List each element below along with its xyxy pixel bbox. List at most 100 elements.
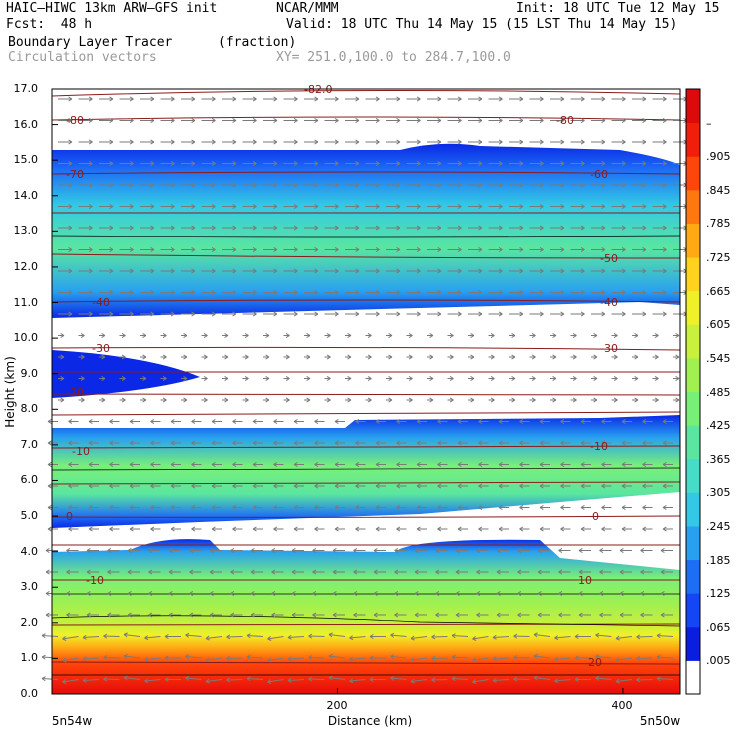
vector-arrow	[332, 548, 345, 553]
vector-arrow	[560, 462, 571, 467]
vector-arrow	[447, 118, 462, 123]
x-tick-200: 200	[326, 699, 348, 712]
vector-arrow	[263, 225, 278, 231]
vector-arrow	[427, 204, 442, 209]
vector-arrow	[396, 505, 407, 510]
vector-arrow	[427, 225, 442, 231]
vector-arrow	[451, 676, 469, 682]
vector-arrow	[47, 462, 58, 467]
vector-arrow	[375, 462, 386, 467]
vector-arrow	[447, 204, 462, 209]
vector-arrow	[242, 225, 257, 231]
vector-arrow	[201, 204, 216, 209]
colorbar-label: .365	[706, 452, 731, 466]
vector-arrow	[304, 139, 319, 145]
vector-arrow	[127, 548, 140, 553]
contour-label: -80	[556, 114, 574, 127]
vector-arrow	[652, 397, 659, 403]
vector-arrow	[591, 96, 606, 102]
vector-arrow	[211, 505, 222, 510]
vector-arrow	[457, 440, 468, 446]
vector-arrow	[662, 462, 673, 467]
vector-arrow	[519, 419, 530, 424]
vector-arrow	[78, 354, 85, 360]
vector-arrow	[129, 462, 140, 467]
vector-arrow	[201, 118, 216, 123]
vector-arrow	[509, 161, 524, 166]
vector-arrow	[416, 483, 427, 489]
vector-arrow	[451, 633, 469, 639]
vector-arrow	[99, 204, 114, 209]
vector-arrow	[324, 96, 339, 102]
vector-arrow	[129, 505, 140, 510]
colorbar-swatch	[686, 290, 700, 325]
colorbar-label: .725	[706, 251, 731, 265]
vector-arrow	[273, 440, 284, 446]
vector-arrow	[222, 333, 229, 338]
vector-arrow	[550, 118, 565, 123]
vector-arrow	[386, 354, 393, 360]
vector-arrow	[529, 204, 544, 209]
vector-arrow	[242, 96, 257, 102]
vector-arrow	[181, 161, 196, 166]
vector-arrow	[447, 311, 462, 317]
vector-arrow	[529, 376, 536, 381]
vector-arrow	[127, 612, 140, 618]
vector-arrow	[99, 397, 106, 403]
vector-arrow	[170, 526, 181, 532]
vector-arrow	[416, 505, 427, 510]
vector-arrow	[293, 526, 304, 532]
vector-arrow	[611, 376, 618, 381]
vector-arrow	[148, 612, 161, 618]
vector-arrow	[109, 462, 120, 467]
vector-arrow	[99, 139, 114, 145]
vector-arrow	[365, 376, 372, 381]
vector-arrow	[312, 591, 325, 596]
vector-arrow	[652, 268, 667, 274]
vector-arrow	[107, 569, 120, 575]
vector-arrow	[273, 505, 284, 510]
y-tick-label: 9.0	[20, 366, 39, 380]
vector-arrow	[263, 204, 278, 209]
vector-arrow	[181, 268, 196, 274]
vector-arrow	[226, 634, 243, 640]
vector-arrow	[283, 354, 290, 360]
vector-arrow	[150, 505, 161, 510]
vector-arrow	[519, 440, 530, 446]
vector-arrow	[119, 118, 134, 123]
vector-arrow	[160, 376, 167, 381]
vector-arrow	[304, 376, 311, 381]
vector-arrow	[488, 311, 503, 317]
vector-arrow	[345, 268, 360, 274]
colorbar-label: –	[706, 116, 712, 130]
vector-arrow	[498, 462, 509, 467]
vector-arrow	[373, 612, 386, 618]
vector-arrow	[611, 161, 626, 166]
vector-arrow	[472, 657, 489, 663]
vector-arrow	[578, 612, 591, 618]
vector-arrow	[560, 483, 571, 489]
vector-arrow	[353, 591, 366, 596]
vector-arrow	[414, 548, 427, 553]
vector-arrow	[201, 354, 208, 360]
vector-arrow	[365, 311, 380, 317]
vector-arrow	[591, 397, 598, 403]
vector-arrow	[539, 505, 550, 510]
vector-arrow	[252, 440, 263, 446]
colorbar-swatch	[686, 660, 700, 695]
vector-arrow	[621, 526, 632, 532]
vector-arrow	[283, 376, 290, 381]
vector-arrow	[537, 569, 550, 575]
vector-arrow	[611, 311, 626, 317]
vector-arrow	[185, 654, 202, 660]
vector-arrow	[78, 225, 93, 231]
vector-arrow	[189, 569, 202, 575]
vector-arrow	[129, 419, 140, 424]
vector-arrow	[652, 139, 667, 145]
vector-arrow	[591, 225, 606, 231]
vector-arrow	[550, 397, 557, 403]
vector-arrow	[476, 591, 489, 596]
colorbar-swatch	[686, 458, 700, 493]
contour-label: -30	[600, 342, 618, 355]
y-tick-label: 1.0	[20, 651, 39, 665]
